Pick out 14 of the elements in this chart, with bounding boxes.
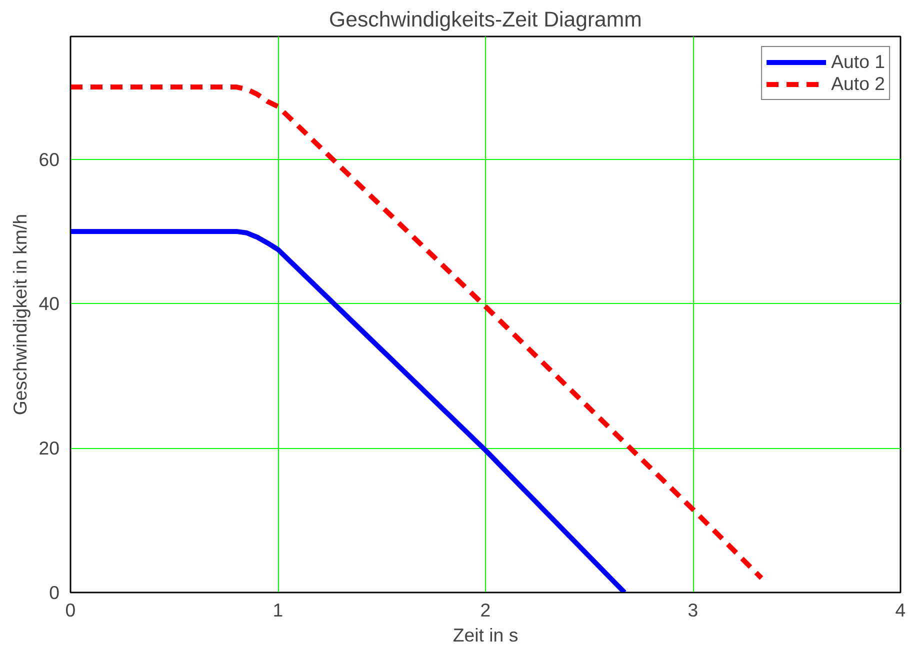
x-axis-title: Zeit in s — [452, 624, 518, 646]
y-tick-label: 60 — [38, 148, 60, 170]
x-tick-label: 2 — [480, 600, 491, 620]
x-tick-label: 1 — [272, 600, 284, 620]
chart-title: Geschwindigkeits-Zeit Diagramm — [329, 8, 642, 32]
y-axis-title: Geschwindigkeit in km/h — [10, 214, 31, 416]
x-tick-label: 3 — [688, 600, 698, 620]
x-tick-label: 4 — [895, 600, 906, 620]
legend-label: Auto 2 — [831, 73, 885, 95]
y-tick-label: 0 — [49, 582, 60, 603]
y-tick-label: 20 — [38, 438, 60, 459]
x-tick-label: 0 — [65, 600, 76, 620]
legend-label: Auto 1 — [831, 51, 885, 73]
y-tick-label: 40 — [38, 293, 60, 314]
